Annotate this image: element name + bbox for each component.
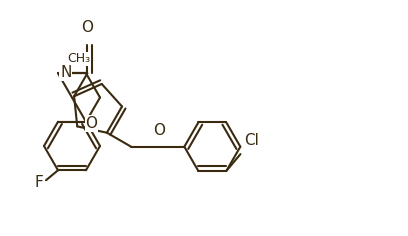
Text: O: O [153,123,165,138]
Text: CH₃: CH₃ [67,52,90,65]
Text: O: O [82,20,93,35]
Text: O: O [85,116,97,131]
Text: F: F [35,175,43,190]
Text: Cl: Cl [244,133,259,148]
Text: N: N [60,65,71,80]
